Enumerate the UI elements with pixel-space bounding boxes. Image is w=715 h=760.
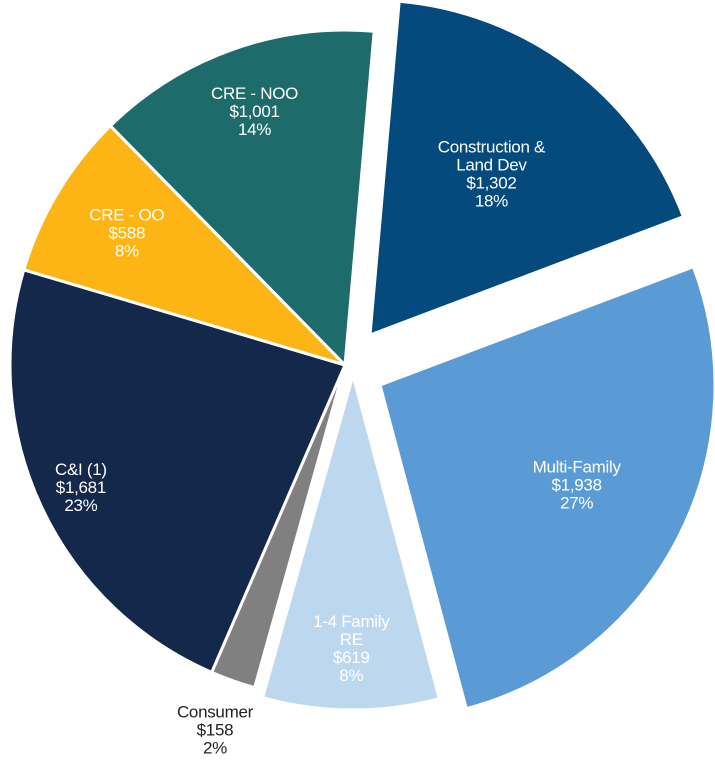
slice-label: $1,001 [229, 102, 279, 121]
slice-label: 14% [238, 120, 271, 139]
slice-label: Multi-Family [533, 458, 622, 477]
slice-label: Land Dev [456, 155, 527, 174]
slice-label: 1-4 Family [313, 612, 390, 631]
slice-label: $619 [333, 648, 370, 667]
slice-label: $158 [197, 721, 234, 740]
pie-slice [22, 124, 347, 367]
slice-label: 27% [560, 494, 593, 513]
slice-label: 8% [339, 666, 363, 685]
pie-slice [261, 373, 441, 712]
slice-label: Construction & [438, 137, 546, 156]
pie-slice [368, 0, 685, 337]
slice-label: $1,302 [466, 173, 516, 192]
pie-slice [108, 28, 376, 367]
pie-slice [378, 265, 715, 711]
slice-label: Consumer [177, 703, 254, 722]
slice-label: $588 [109, 223, 146, 242]
slice-label: CRE - OO [89, 205, 164, 224]
slice-label: C&I (1) [55, 460, 107, 479]
slice-label: 23% [64, 496, 97, 515]
slice-label: 18% [475, 191, 508, 210]
slice-label: CRE - NOO [211, 84, 298, 103]
slice-label: 8% [115, 241, 139, 260]
slice-label: RE [340, 630, 363, 649]
pie-slice [8, 268, 347, 674]
slice-label: 2% [203, 739, 227, 758]
slice-label: $1,938 [552, 476, 602, 495]
slice-label: $1,681 [56, 478, 106, 497]
